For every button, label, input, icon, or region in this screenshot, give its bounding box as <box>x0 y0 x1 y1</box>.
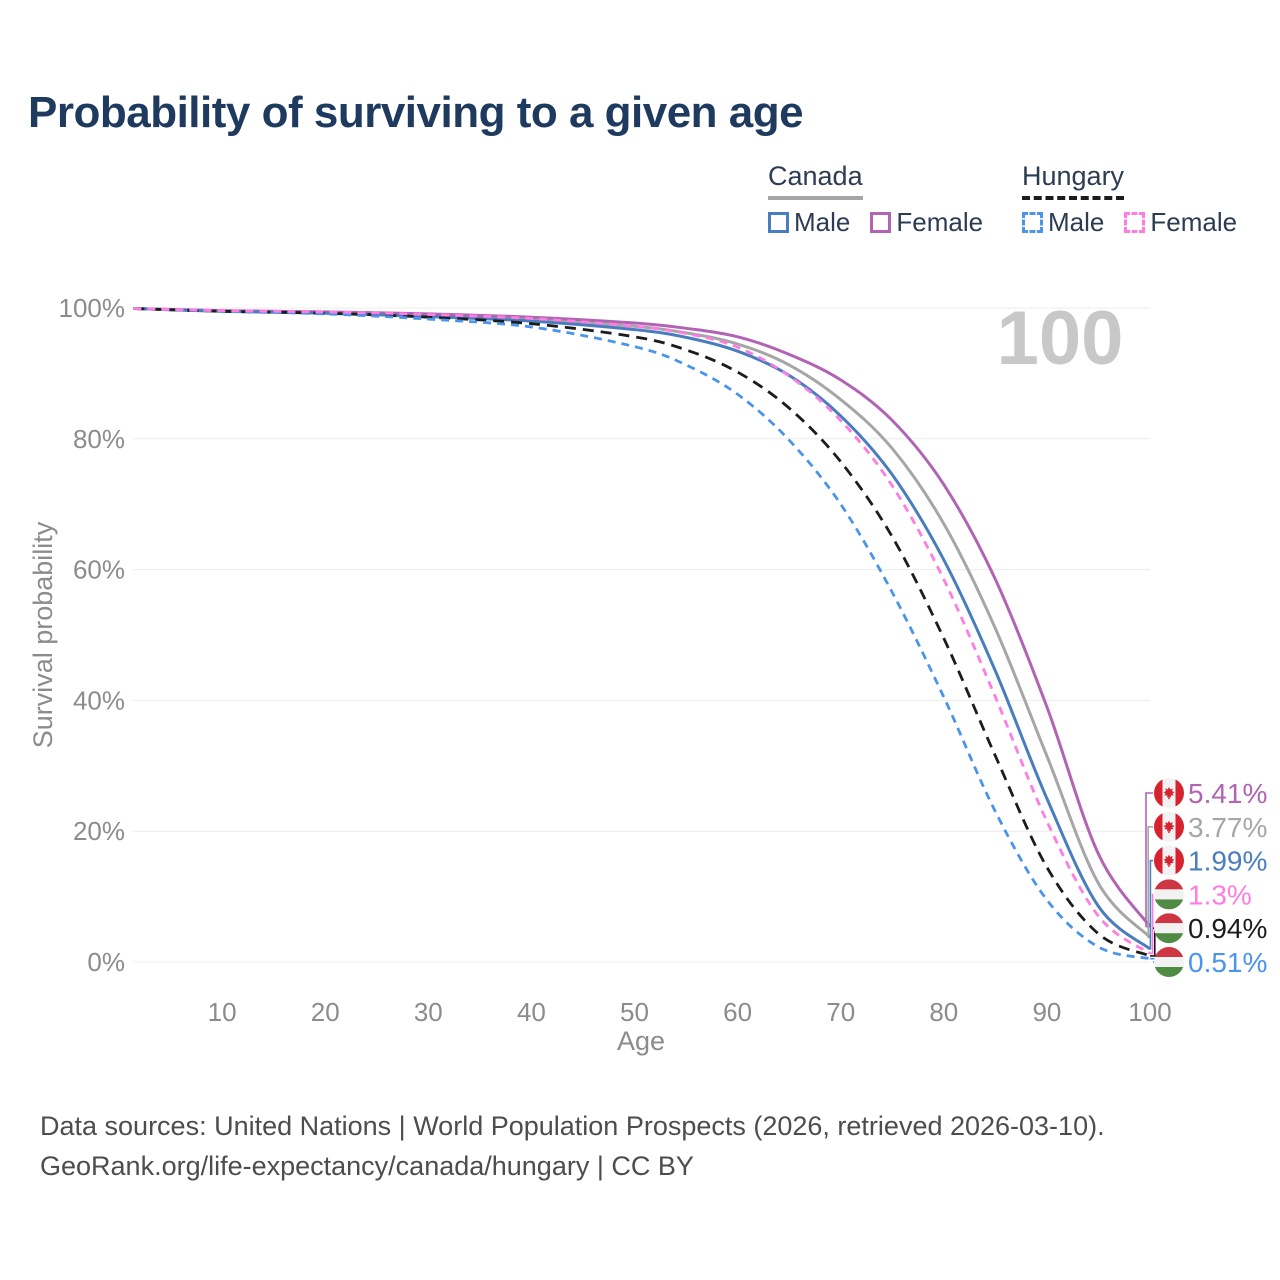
canada-flag-icon <box>1154 778 1184 808</box>
end-labels: 5.41%3.77%1.99%1.3%0.94%0.51% <box>1145 778 1267 978</box>
footer-line-2[interactable]: GeoRank.org/life-expectancy/canada/hunga… <box>40 1151 694 1181</box>
x-tick-label: 90 <box>1032 997 1061 1027</box>
canada-female-line-swatch-icon <box>870 211 892 233</box>
end-label-hungary-female: 1.3% <box>1188 879 1252 910</box>
page-title: Probability of surviving to a given age <box>28 88 804 137</box>
x-tick-label: 50 <box>620 997 649 1027</box>
hungary-male-line-swatch-icon <box>1022 211 1043 233</box>
curve-hungary-female[interactable] <box>133 307 1151 955</box>
y-tick-label: 40% <box>73 685 125 715</box>
x-tick-label: 30 <box>414 997 443 1027</box>
canada-male-line-swatch-icon <box>768 211 789 233</box>
curves <box>133 307 1152 961</box>
y-tick-label: 60% <box>73 555 125 585</box>
hungary-flag-icon <box>1154 879 1184 910</box>
legend-item-label: Male <box>794 206 851 237</box>
legend-item-label: Female <box>896 206 984 237</box>
x-tick-label: 60 <box>723 997 752 1027</box>
end-label-hungary-male: 0.51% <box>1188 947 1267 978</box>
gridlines <box>133 307 1150 963</box>
x-tick-label: 80 <box>929 997 958 1027</box>
legend-group-canada: Canada Male Female <box>768 161 983 238</box>
label-connector-hungary-female <box>1150 893 1154 955</box>
curve-canada-male[interactable] <box>133 307 1151 951</box>
x-axis-title: Age <box>617 1026 665 1056</box>
hungary-female-line-swatch-icon <box>1124 211 1146 233</box>
footer-line-1: Data sources: United Nations | World Pop… <box>40 1111 1105 1141</box>
y-tick-label: 100% <box>59 293 126 323</box>
x-tick-label: 70 <box>826 997 855 1027</box>
curve-hungary-both[interactable] <box>133 307 1151 958</box>
label-connector-hungary-both <box>1150 927 1156 957</box>
legend-row-hungary: Male Female <box>1022 207 1237 238</box>
canada-flag-icon <box>1154 811 1184 842</box>
hungary-flag-icon <box>1154 947 1184 977</box>
end-label-canada-female: 5.41% <box>1188 778 1267 809</box>
legend-item-label: Male <box>1048 206 1105 237</box>
end-label-canada-both: 3.77% <box>1188 812 1267 843</box>
legend-header-canada[interactable]: Canada <box>768 161 863 200</box>
legend-item-hungary-female[interactable]: Female <box>1124 207 1237 238</box>
data-sources-footer: Data sources: United Nations | World Pop… <box>40 1106 1105 1186</box>
curve-hungary-male[interactable] <box>133 307 1151 961</box>
legend-group-hungary: Hungary Male Female <box>1022 161 1237 238</box>
hungary-flag-icon <box>1154 913 1184 944</box>
axis-ticks: 100% 80% 60% 40% 20% 0% 10 20 30 40 50 60 70 80 90 100 <box>59 293 1172 1027</box>
y-tick-label: 0% <box>87 947 125 977</box>
legend-row-canada: Male Female <box>768 207 983 238</box>
legend-header-hungary[interactable]: Hungary <box>1022 161 1125 200</box>
legend-item-label: Female <box>1150 206 1238 237</box>
y-tick-label: 80% <box>73 424 125 454</box>
legend-item-canada-female[interactable]: Female <box>870 207 983 238</box>
label-connector-canada-male <box>1149 859 1153 950</box>
end-label-canada-male: 1.99% <box>1188 846 1267 877</box>
x-tick-label: 100 <box>1128 997 1171 1027</box>
legend-item-hungary-male[interactable]: Male <box>1022 207 1104 238</box>
label-connector-canada-both <box>1147 826 1153 939</box>
x-tick-label: 10 <box>208 997 237 1027</box>
x-tick-label: 20 <box>311 997 340 1027</box>
x-tick-label: 40 <box>517 997 546 1027</box>
curve-canada-female[interactable] <box>133 307 1152 928</box>
end-label-hungary-both: 0.94% <box>1188 913 1267 944</box>
age-watermark: 100 <box>997 296 1124 381</box>
y-axis-title: Survival probability <box>28 521 58 748</box>
canada-flag-icon <box>1154 845 1184 876</box>
curve-canada-both[interactable] <box>133 307 1152 939</box>
legend-item-canada-male[interactable]: Male <box>768 207 850 238</box>
y-tick-label: 20% <box>73 816 125 846</box>
